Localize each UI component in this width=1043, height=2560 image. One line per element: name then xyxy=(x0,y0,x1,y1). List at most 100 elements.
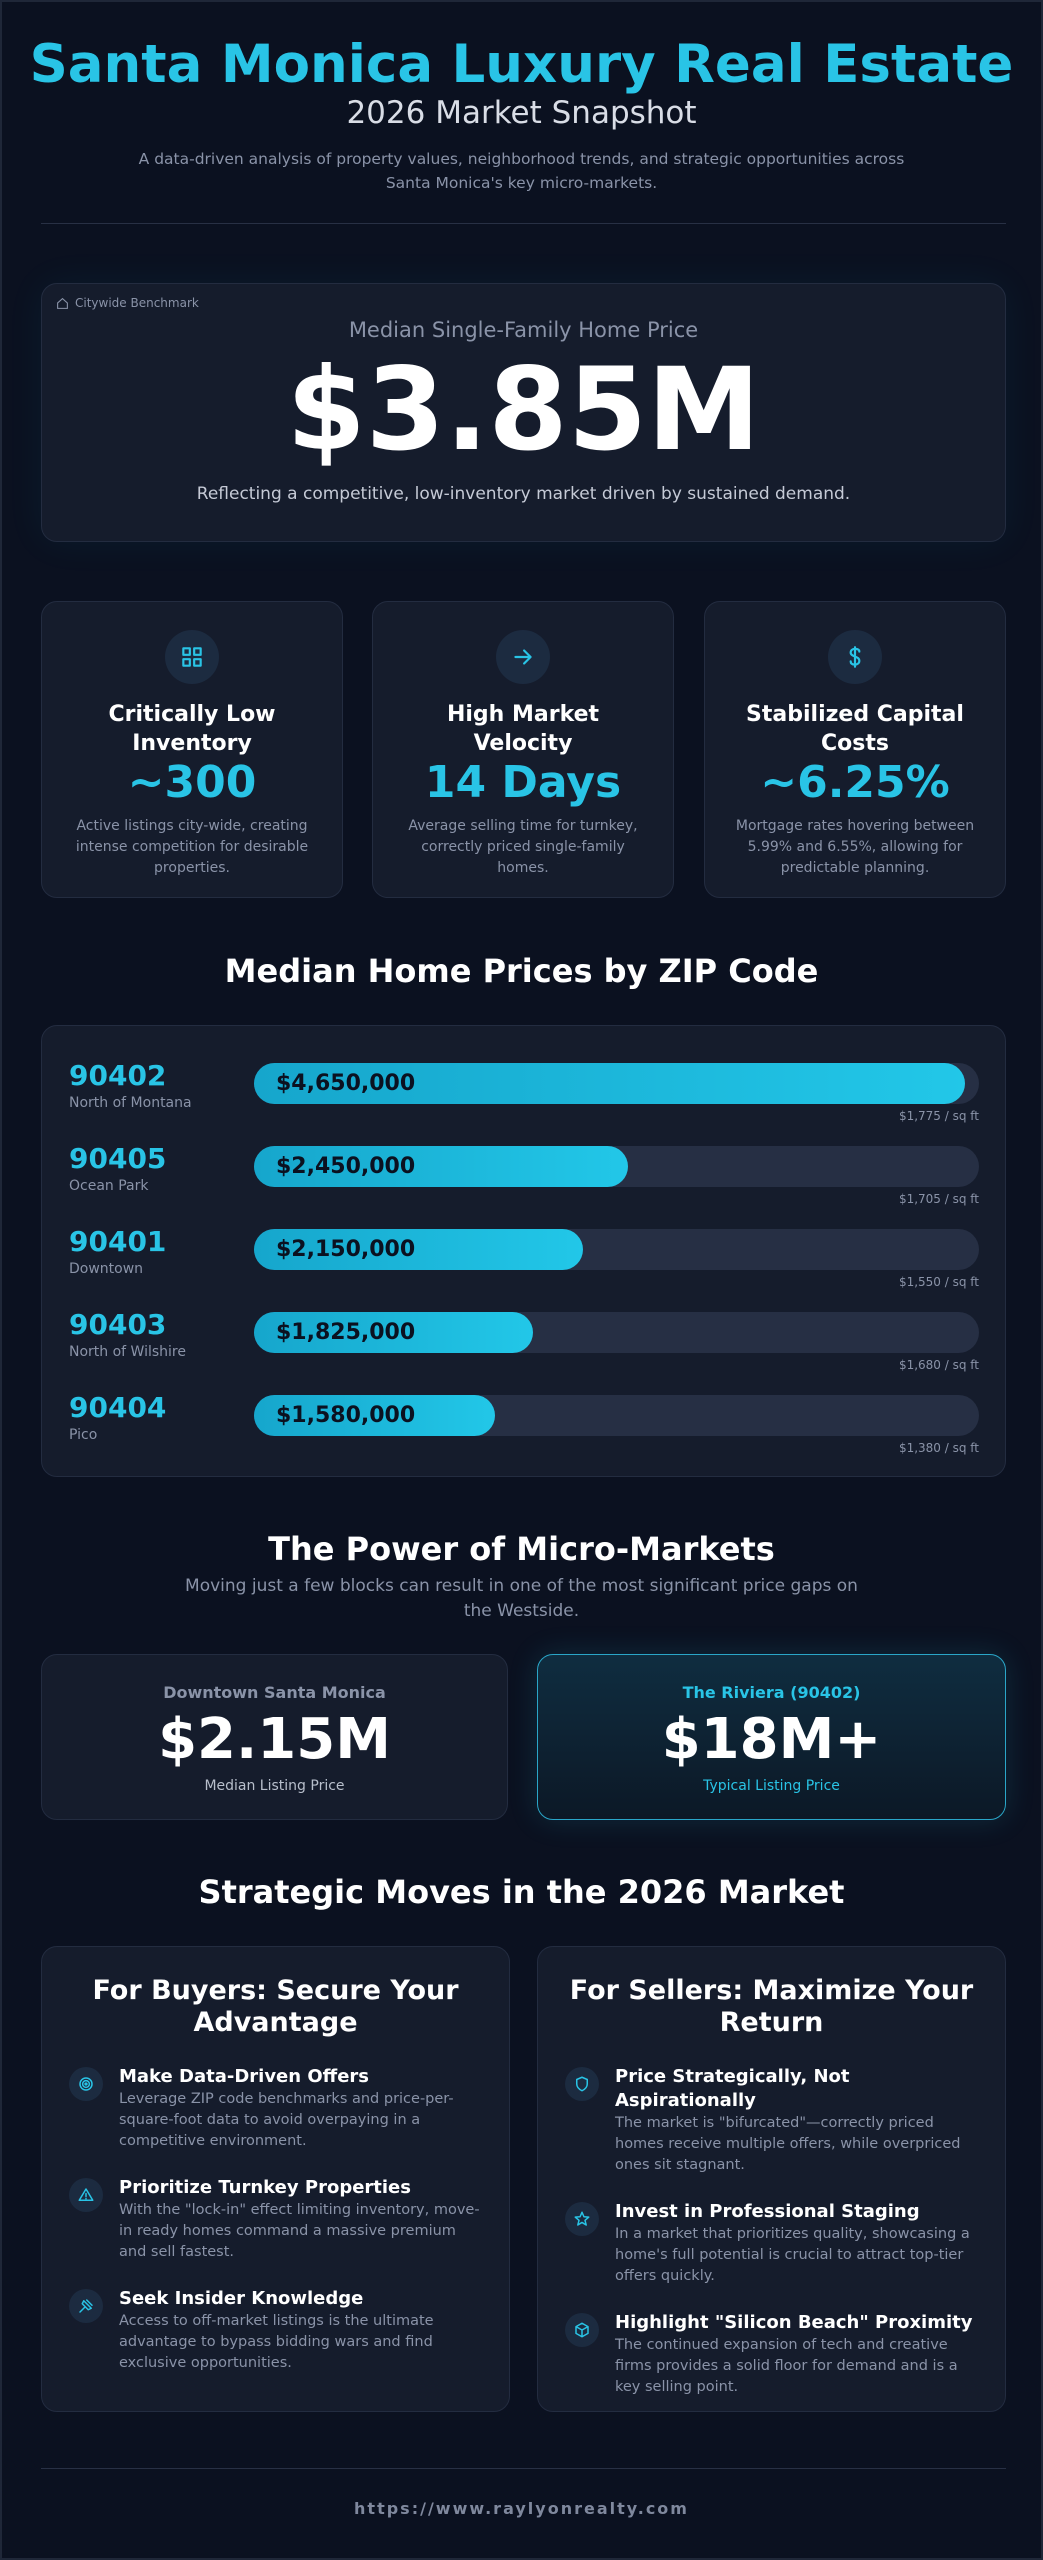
strategy-item: Make Data-Driven Offers Leverage ZIP code… xyxy=(42,2065,481,2152)
item-title: Invest in Professional Staging xyxy=(615,2201,920,2222)
icon xyxy=(79,2299,93,2313)
icon-shape xyxy=(78,2188,94,2201)
bar-track: $2,150,000 xyxy=(254,1229,979,1270)
bar-track: $1,580,000 xyxy=(254,1395,979,1436)
item-icon xyxy=(565,2202,599,2236)
micro-card: Downtown Santa Monica $2.15M Median Listin… xyxy=(41,1654,508,1820)
chart-card: 90402 North of Montana $4,650,000 $1,775 / … xyxy=(41,1025,1006,1477)
footer-url: https://www.raylyonrealty.com xyxy=(354,2499,689,2518)
icon xyxy=(574,2211,590,2226)
neighborhood: North of Montana xyxy=(69,1095,192,1111)
bar: $4,650,000 xyxy=(254,1063,965,1104)
strategy-heading: For Sellers: Maximize Your Return xyxy=(569,1975,974,2038)
stat-title: Stabilized Capital Costs xyxy=(746,702,964,756)
icon-shape xyxy=(193,658,202,667)
item-icon xyxy=(69,2289,103,2323)
icon-shape xyxy=(79,2299,93,2313)
bar-label: $4,650,000 xyxy=(276,1071,416,1096)
icon-circle xyxy=(165,630,219,684)
icon xyxy=(514,649,532,665)
item-text: The market is "bifurcated"—correctly pri… xyxy=(615,2115,961,2173)
stat-value: ~6.25% xyxy=(760,757,950,808)
zip-label: 90405 xyxy=(69,1142,167,1175)
hero-tag-wrap: Citywide Benchmark xyxy=(56,296,199,310)
strategy-item: Prioritize Turnkey Properties With the "l… xyxy=(42,2176,481,2263)
icon-shape xyxy=(182,658,191,667)
home-icon xyxy=(57,297,68,309)
strategy-item: Seek Insider Knowledge Access to off-mark… xyxy=(42,2287,481,2374)
bar-track: $4,650,000 xyxy=(254,1063,979,1104)
micro-name: Downtown Santa Monica xyxy=(163,1683,386,1702)
stat-card: Stabilized Capital Costs ~6.25% Mortgage r… xyxy=(704,601,1006,898)
divider xyxy=(41,2468,1006,2469)
bar-row: 90402 North of Montana $4,650,000 $1,775 / … xyxy=(42,1059,1007,1142)
price-per-sqft: $1,550 / sq ft xyxy=(898,1275,979,1289)
bar-track: $1,825,000 xyxy=(254,1312,979,1353)
strategy-item: Invest in Professional Staging In a marke… xyxy=(538,2200,977,2287)
icon-shape xyxy=(84,2082,88,2086)
bar-row: 90405 Ocean Park $2,450,000 $1,705 / sq ft xyxy=(42,1142,1007,1225)
item-title: Seek Insider Knowledge xyxy=(119,2288,364,2309)
icon xyxy=(575,2322,589,2338)
icon xyxy=(849,646,861,668)
stat-card: High Market Velocity 14 Days Average selli… xyxy=(372,601,674,898)
micro-value: $18M+ xyxy=(661,1707,882,1772)
bar-row: 90401 Downtown $2,150,000 $1,550 / sq ft xyxy=(42,1225,1007,1308)
bar: $2,150,000 xyxy=(254,1229,583,1270)
item-icon xyxy=(565,2067,599,2101)
zip-label: 90401 xyxy=(69,1225,167,1258)
item-text: The continued expansion of tech and crea… xyxy=(615,2337,958,2395)
micro-value: $2.15M xyxy=(158,1707,391,1772)
item-icon xyxy=(69,2067,103,2101)
bar: $1,825,000 xyxy=(254,1312,533,1353)
bar: $1,580,000 xyxy=(254,1395,496,1436)
icon xyxy=(79,2077,93,2091)
icon-shape xyxy=(79,2077,93,2091)
neighborhood: Downtown xyxy=(69,1261,144,1277)
strategy-item: Price Strategically, Not Aspirationally T… xyxy=(538,2065,977,2176)
price-per-sqft: $1,680 / sq ft xyxy=(898,1358,979,1372)
hero-caption: Reflecting a competitive, low-inventory … xyxy=(196,484,851,504)
stat-value: ~300 xyxy=(127,757,257,808)
title: Santa Monica Luxury Real Estate xyxy=(29,34,1014,95)
hero-value: $3.85M xyxy=(286,343,761,476)
item-text: With the "lock-in" effect limiting inven… xyxy=(119,2202,480,2260)
strategy-card: For Sellers: Maximize Your Return Price S… xyxy=(537,1946,1006,2412)
neighborhood: Ocean Park xyxy=(69,1178,149,1194)
stat-description: Active listings city-wide, creating inte… xyxy=(75,818,309,876)
strategy-item: Highlight "Silicon Beach" Proximity The c… xyxy=(538,2311,977,2398)
item-icon xyxy=(565,2313,599,2347)
icon-shape xyxy=(193,647,202,656)
icon-shape xyxy=(849,646,861,668)
stat-value: 14 Days xyxy=(424,757,622,808)
item-title: Prioritize Turnkey Properties xyxy=(119,2177,411,2198)
icon-shape xyxy=(575,2322,589,2338)
icon-circle xyxy=(496,630,550,684)
icon xyxy=(182,647,202,667)
subtitle: 2026 Market Snapshot xyxy=(346,95,697,131)
zip-label: 90402 xyxy=(69,1059,167,1092)
zip-label: 90403 xyxy=(69,1308,167,1341)
description: A data-driven analysis of property value… xyxy=(138,150,905,192)
price-per-sqft: $1,380 / sq ft xyxy=(898,1441,979,1455)
icon-shape xyxy=(576,2076,588,2092)
item-text: Leverage ZIP code benchmarks and price-p… xyxy=(119,2091,454,2149)
bar-track: $2,450,000 xyxy=(254,1146,979,1187)
item-icon xyxy=(69,2178,103,2212)
bar-label: $2,150,000 xyxy=(276,1237,416,1262)
divider xyxy=(41,223,1006,224)
stat-title: Critically Low Inventory xyxy=(108,702,276,756)
icon xyxy=(78,2188,94,2201)
icon-shape xyxy=(81,2079,91,2089)
neighborhood: Pico xyxy=(69,1427,98,1443)
hero-label: Median Single-Family Home Price xyxy=(348,318,699,342)
stat-title: High Market Velocity xyxy=(446,702,600,756)
micro-card: The Riviera (90402) $18M+ Typical Listing … xyxy=(537,1654,1006,1820)
hero-tag: Citywide Benchmark xyxy=(75,296,199,310)
icon-shape xyxy=(57,297,68,309)
item-title: Price Strategically, Not Aspirationally xyxy=(615,2066,850,2111)
micro-title: The Power of Micro-Markets xyxy=(268,1530,775,1568)
neighborhood: North of Wilshire xyxy=(69,1344,186,1360)
